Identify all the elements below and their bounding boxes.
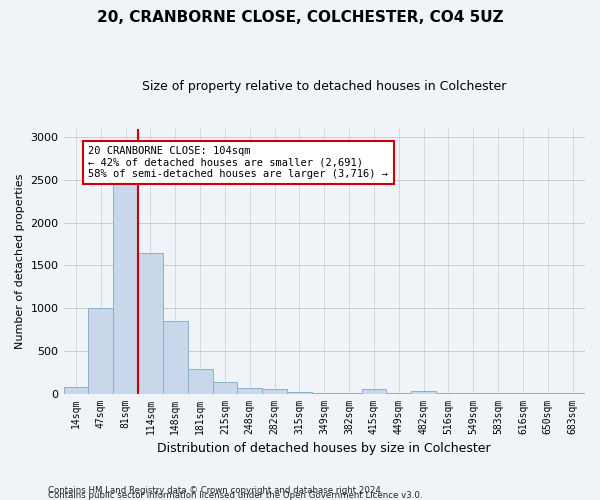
X-axis label: Distribution of detached houses by size in Colchester: Distribution of detached houses by size …	[157, 442, 491, 455]
Bar	[88, 308, 113, 394]
Bar	[113, 184, 138, 394]
Bar	[138, 252, 163, 394]
Title: Size of property relative to detached houses in Colchester: Size of property relative to detached ho…	[142, 80, 506, 93]
Text: Contains HM Land Registry data © Crown copyright and database right 2024.: Contains HM Land Registry data © Crown c…	[48, 486, 383, 495]
Bar	[163, 321, 188, 394]
Bar	[188, 369, 212, 394]
Bar	[287, 392, 312, 394]
Bar	[262, 389, 287, 394]
Bar	[238, 388, 262, 394]
Text: 20 CRANBORNE CLOSE: 104sqm
← 42% of detached houses are smaller (2,691)
58% of s: 20 CRANBORNE CLOSE: 104sqm ← 42% of deta…	[88, 146, 388, 179]
Text: Contains public sector information licensed under the Open Government Licence v3: Contains public sector information licen…	[48, 491, 422, 500]
Bar	[411, 390, 436, 394]
Bar	[64, 387, 88, 394]
Text: 20, CRANBORNE CLOSE, COLCHESTER, CO4 5UZ: 20, CRANBORNE CLOSE, COLCHESTER, CO4 5UZ	[97, 10, 503, 25]
Bar	[362, 390, 386, 394]
Bar	[212, 382, 238, 394]
Y-axis label: Number of detached properties: Number of detached properties	[15, 174, 25, 349]
